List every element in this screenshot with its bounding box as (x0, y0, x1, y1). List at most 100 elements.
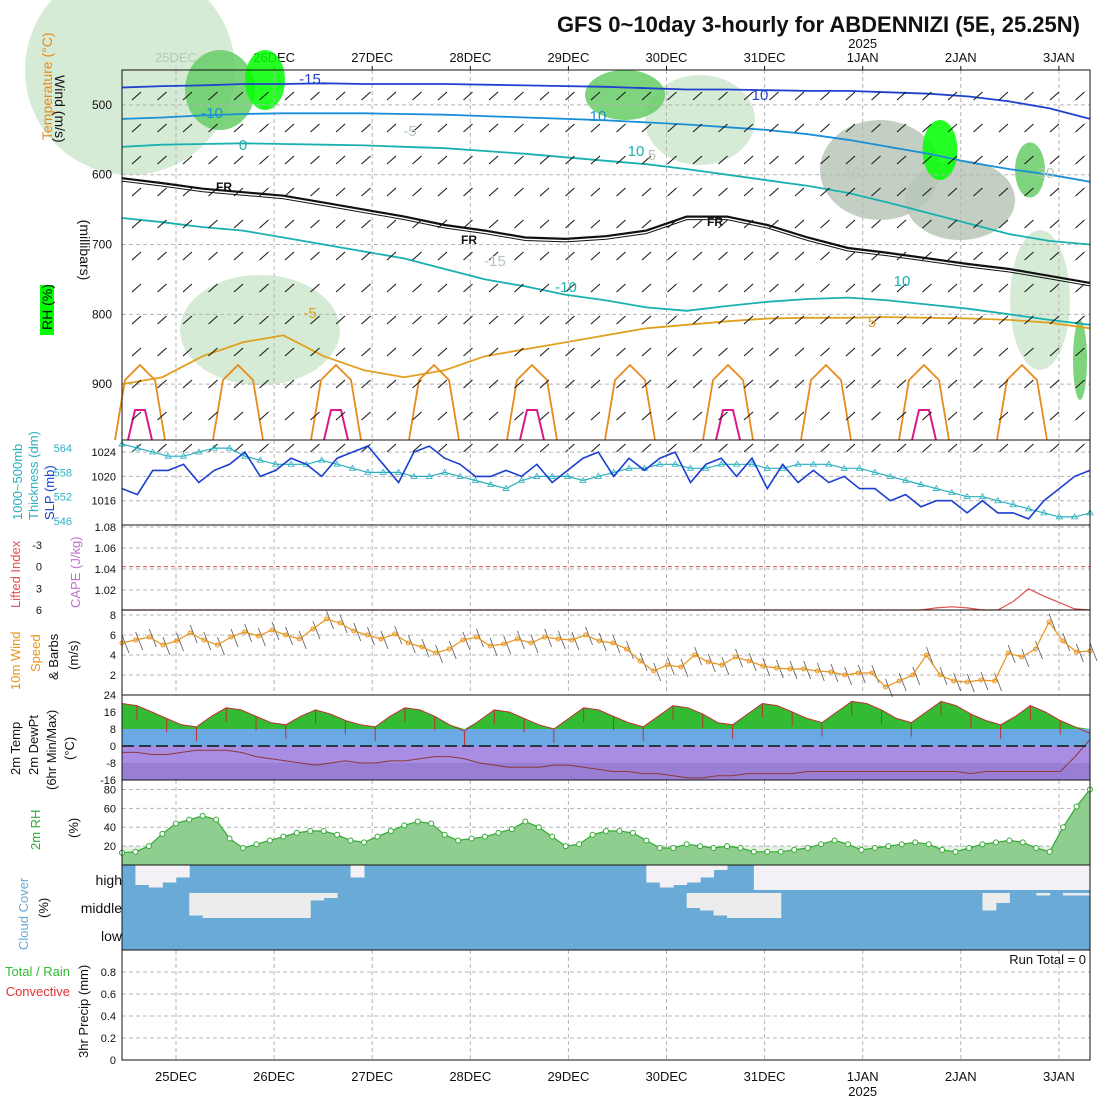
wind-barb (463, 379, 473, 389)
wind10m-barb (503, 635, 512, 655)
rh-marker (656, 845, 663, 851)
wind10m-barb (885, 678, 893, 698)
wind-barb (743, 443, 754, 453)
wind-barb (743, 91, 754, 101)
wind10m-barb (148, 628, 157, 648)
rh-marker (253, 841, 260, 848)
wind-barb (361, 411, 371, 421)
slp-line (121, 445, 1091, 520)
wind10m-barb (926, 646, 934, 666)
hot-isotherm-arch (519, 409, 545, 441)
wind-barb (947, 91, 958, 101)
bottom-date-label: 3JAN (1043, 1069, 1075, 1084)
wind-barb (871, 187, 881, 197)
thickness-marker (594, 472, 603, 479)
wind-barb (514, 443, 524, 453)
wind10m-barb (898, 672, 907, 692)
rh-marker (603, 828, 609, 834)
wind-barb (259, 155, 269, 165)
wind-barb (973, 315, 983, 325)
wind-barb (998, 443, 1009, 453)
contour-label: 10 (590, 108, 607, 125)
wind-tick-label: 8 (110, 610, 116, 622)
rh-shade-area (905, 160, 1015, 240)
wind-barb (718, 123, 728, 133)
wind-barb (412, 411, 422, 421)
wind-barb (514, 251, 524, 261)
wind-barb (998, 283, 1009, 293)
high-cloud-gap (794, 865, 809, 890)
wind-barb (845, 123, 856, 133)
wind-barb (565, 315, 575, 325)
high-cloud-gap (175, 865, 190, 878)
wind-barb (616, 443, 626, 453)
bottom-date-label: 1JAN (847, 1069, 879, 1084)
thickness-marker (717, 460, 725, 467)
thickness-marker (932, 484, 941, 491)
middle-cloud-gap (767, 893, 782, 918)
wind-barb (386, 187, 397, 197)
wind-barb (310, 251, 320, 261)
wind-barb (182, 315, 193, 325)
wind-barb (769, 155, 779, 165)
wind-barb (182, 91, 193, 101)
temperature-band (122, 763, 1090, 780)
wind10m-barb (462, 631, 471, 651)
rh-marker (293, 829, 300, 836)
wind-barb (437, 411, 448, 421)
wind-barb (845, 187, 856, 197)
wind-barb (157, 315, 167, 325)
wind-barb (718, 187, 728, 197)
wind-barb (616, 283, 626, 293)
thickness-marker (1040, 509, 1048, 516)
wind-barb (667, 251, 677, 261)
wind-barb (794, 155, 805, 165)
wind10m-marker (364, 632, 370, 638)
wind-barb (845, 219, 856, 229)
wind-barb (1024, 91, 1034, 101)
wind10m-marker (992, 678, 998, 684)
middle-cloud-gap (727, 893, 741, 918)
isotherm-line (121, 82, 1091, 120)
wind-barb (565, 379, 575, 389)
wind10m-barb (121, 634, 130, 654)
wind-barb (437, 155, 448, 165)
wind10m-barb (980, 671, 989, 691)
rh-marker (145, 843, 152, 850)
pressure-tick-label: 600 (92, 168, 112, 182)
wind-barb (335, 219, 346, 229)
wind-barb (488, 187, 499, 197)
thickness-marker (394, 468, 403, 475)
high-cloud-gap (955, 865, 970, 890)
wind-barb (743, 347, 754, 357)
wind-barb (131, 155, 142, 165)
wind-barb (233, 251, 244, 261)
wind-barb (794, 411, 805, 421)
wind-barb (310, 443, 320, 453)
wind-barb (437, 283, 448, 293)
wind-barb (182, 379, 193, 389)
wind-barb (820, 411, 830, 421)
contour-label: 5 (648, 147, 656, 164)
wind-barb (284, 187, 295, 197)
wind-barb (310, 315, 320, 325)
wind-barb (616, 155, 626, 165)
wind-barb (463, 347, 473, 357)
wind10m-marker (337, 620, 343, 626)
thickness-marker (195, 448, 203, 455)
wind-barb (361, 155, 371, 165)
wind-barb (1024, 347, 1034, 357)
wind-barb (565, 187, 575, 197)
wind-barb (1075, 91, 1085, 101)
high-cloud-gap (928, 865, 943, 890)
wind10m-marker (951, 678, 957, 684)
wind-barb (641, 379, 652, 389)
thickness-marker (840, 464, 848, 471)
wind-barb (233, 219, 244, 229)
thickness-marker (963, 492, 971, 500)
wind-barb (565, 155, 575, 165)
wind-barb (1075, 123, 1085, 133)
wind-barb (616, 251, 626, 261)
wind-barb (361, 123, 371, 133)
rh-marker (401, 822, 408, 829)
